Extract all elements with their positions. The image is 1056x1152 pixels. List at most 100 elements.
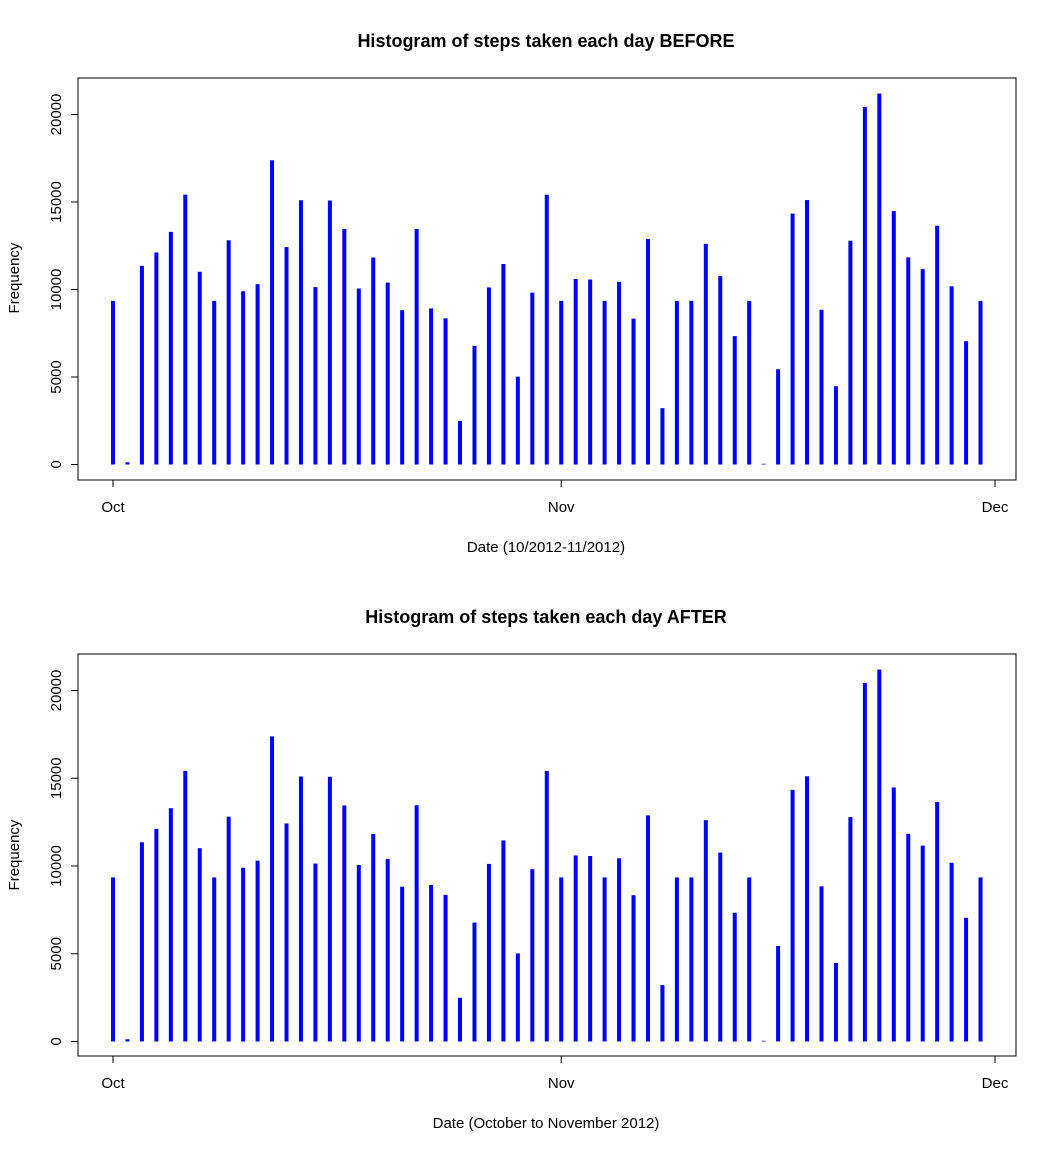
bar bbox=[342, 229, 347, 465]
bar bbox=[385, 282, 390, 465]
bar bbox=[920, 269, 925, 465]
bar bbox=[139, 265, 144, 465]
bar bbox=[689, 300, 694, 465]
bar bbox=[949, 286, 954, 465]
bar bbox=[747, 300, 752, 465]
bar bbox=[631, 318, 636, 465]
chart-title: Histogram of steps taken each day BEFORE bbox=[357, 31, 734, 51]
bar bbox=[414, 228, 419, 465]
bar bbox=[168, 808, 173, 1042]
bar bbox=[920, 845, 925, 1042]
bar bbox=[935, 225, 940, 465]
y-tick-label: 0 bbox=[48, 1037, 65, 1045]
bar-group bbox=[111, 669, 983, 1042]
bar bbox=[154, 828, 159, 1042]
bar bbox=[964, 917, 969, 1042]
bar bbox=[472, 345, 477, 465]
bar bbox=[356, 288, 361, 465]
bar bbox=[530, 292, 535, 465]
y-tick-label: 10000 bbox=[48, 845, 65, 887]
bar bbox=[544, 770, 549, 1042]
bar bbox=[645, 239, 650, 465]
bar bbox=[660, 408, 665, 465]
y-tick-label: 15000 bbox=[48, 757, 65, 799]
bar bbox=[313, 287, 318, 465]
bar bbox=[371, 833, 376, 1042]
bar bbox=[241, 867, 246, 1042]
bar bbox=[486, 287, 491, 465]
bar bbox=[559, 877, 564, 1042]
bar bbox=[385, 859, 390, 1042]
bar bbox=[255, 860, 260, 1042]
bar bbox=[443, 894, 448, 1042]
bar bbox=[674, 300, 679, 465]
x-axis-label: Date (October to November 2012) bbox=[433, 1115, 660, 1132]
bar bbox=[111, 300, 115, 465]
x-tick-label: Nov bbox=[548, 499, 575, 516]
bar bbox=[154, 252, 159, 465]
bar bbox=[833, 963, 838, 1042]
x-axis: Oct Nov Dec bbox=[101, 1055, 1009, 1092]
bar bbox=[501, 263, 506, 465]
bar bbox=[747, 877, 752, 1042]
chart-after: Histogram of steps taken each day AFTER … bbox=[6, 607, 1017, 1132]
bar bbox=[255, 284, 260, 465]
bar bbox=[573, 855, 578, 1042]
bar bbox=[906, 833, 911, 1042]
bar bbox=[776, 946, 781, 1042]
bar bbox=[400, 886, 405, 1042]
bar bbox=[978, 877, 983, 1042]
y-tick-label: 5000 bbox=[48, 937, 65, 970]
bar bbox=[588, 855, 593, 1042]
bar bbox=[298, 776, 303, 1042]
bar bbox=[877, 93, 882, 465]
bar bbox=[805, 200, 810, 465]
bar bbox=[776, 369, 781, 465]
bar bbox=[906, 257, 911, 465]
bar bbox=[443, 318, 448, 465]
x-tick-label: Oct bbox=[101, 1075, 125, 1092]
bar bbox=[819, 309, 824, 465]
bar bbox=[805, 776, 810, 1042]
bar bbox=[284, 823, 289, 1042]
bar bbox=[588, 279, 593, 465]
bar bbox=[949, 862, 954, 1042]
y-tick-label: 20000 bbox=[48, 94, 65, 136]
bar bbox=[978, 300, 983, 465]
bar bbox=[660, 985, 665, 1042]
bar bbox=[833, 386, 838, 465]
bar bbox=[718, 276, 723, 465]
bar bbox=[732, 912, 737, 1042]
bar bbox=[703, 243, 708, 465]
bar bbox=[270, 160, 275, 465]
chart-before: Histogram of steps taken each day BEFORE… bbox=[6, 31, 1017, 556]
bar bbox=[602, 300, 607, 465]
bar bbox=[617, 281, 622, 465]
bar bbox=[790, 213, 795, 465]
bar bbox=[703, 820, 708, 1042]
x-tick-label: Nov bbox=[548, 1075, 575, 1092]
bar bbox=[515, 953, 520, 1042]
x-tick-label: Oct bbox=[101, 499, 125, 516]
bar bbox=[732, 336, 737, 465]
y-axis-label: Frequency bbox=[6, 242, 23, 313]
bar bbox=[429, 884, 434, 1042]
bar bbox=[848, 240, 853, 465]
bar bbox=[313, 863, 318, 1042]
bar bbox=[284, 247, 289, 465]
bar bbox=[212, 300, 217, 465]
bar bbox=[602, 877, 607, 1042]
bar bbox=[139, 842, 144, 1042]
bar bbox=[515, 376, 520, 465]
bar bbox=[168, 231, 173, 465]
bar bbox=[935, 802, 940, 1042]
bar bbox=[400, 310, 405, 465]
bar bbox=[501, 840, 506, 1042]
bar bbox=[197, 271, 202, 465]
bar bbox=[862, 107, 867, 465]
bar bbox=[183, 770, 188, 1042]
bar bbox=[617, 858, 622, 1042]
x-tick-label: Dec bbox=[982, 1075, 1009, 1092]
y-tick-label: 10000 bbox=[48, 269, 65, 311]
